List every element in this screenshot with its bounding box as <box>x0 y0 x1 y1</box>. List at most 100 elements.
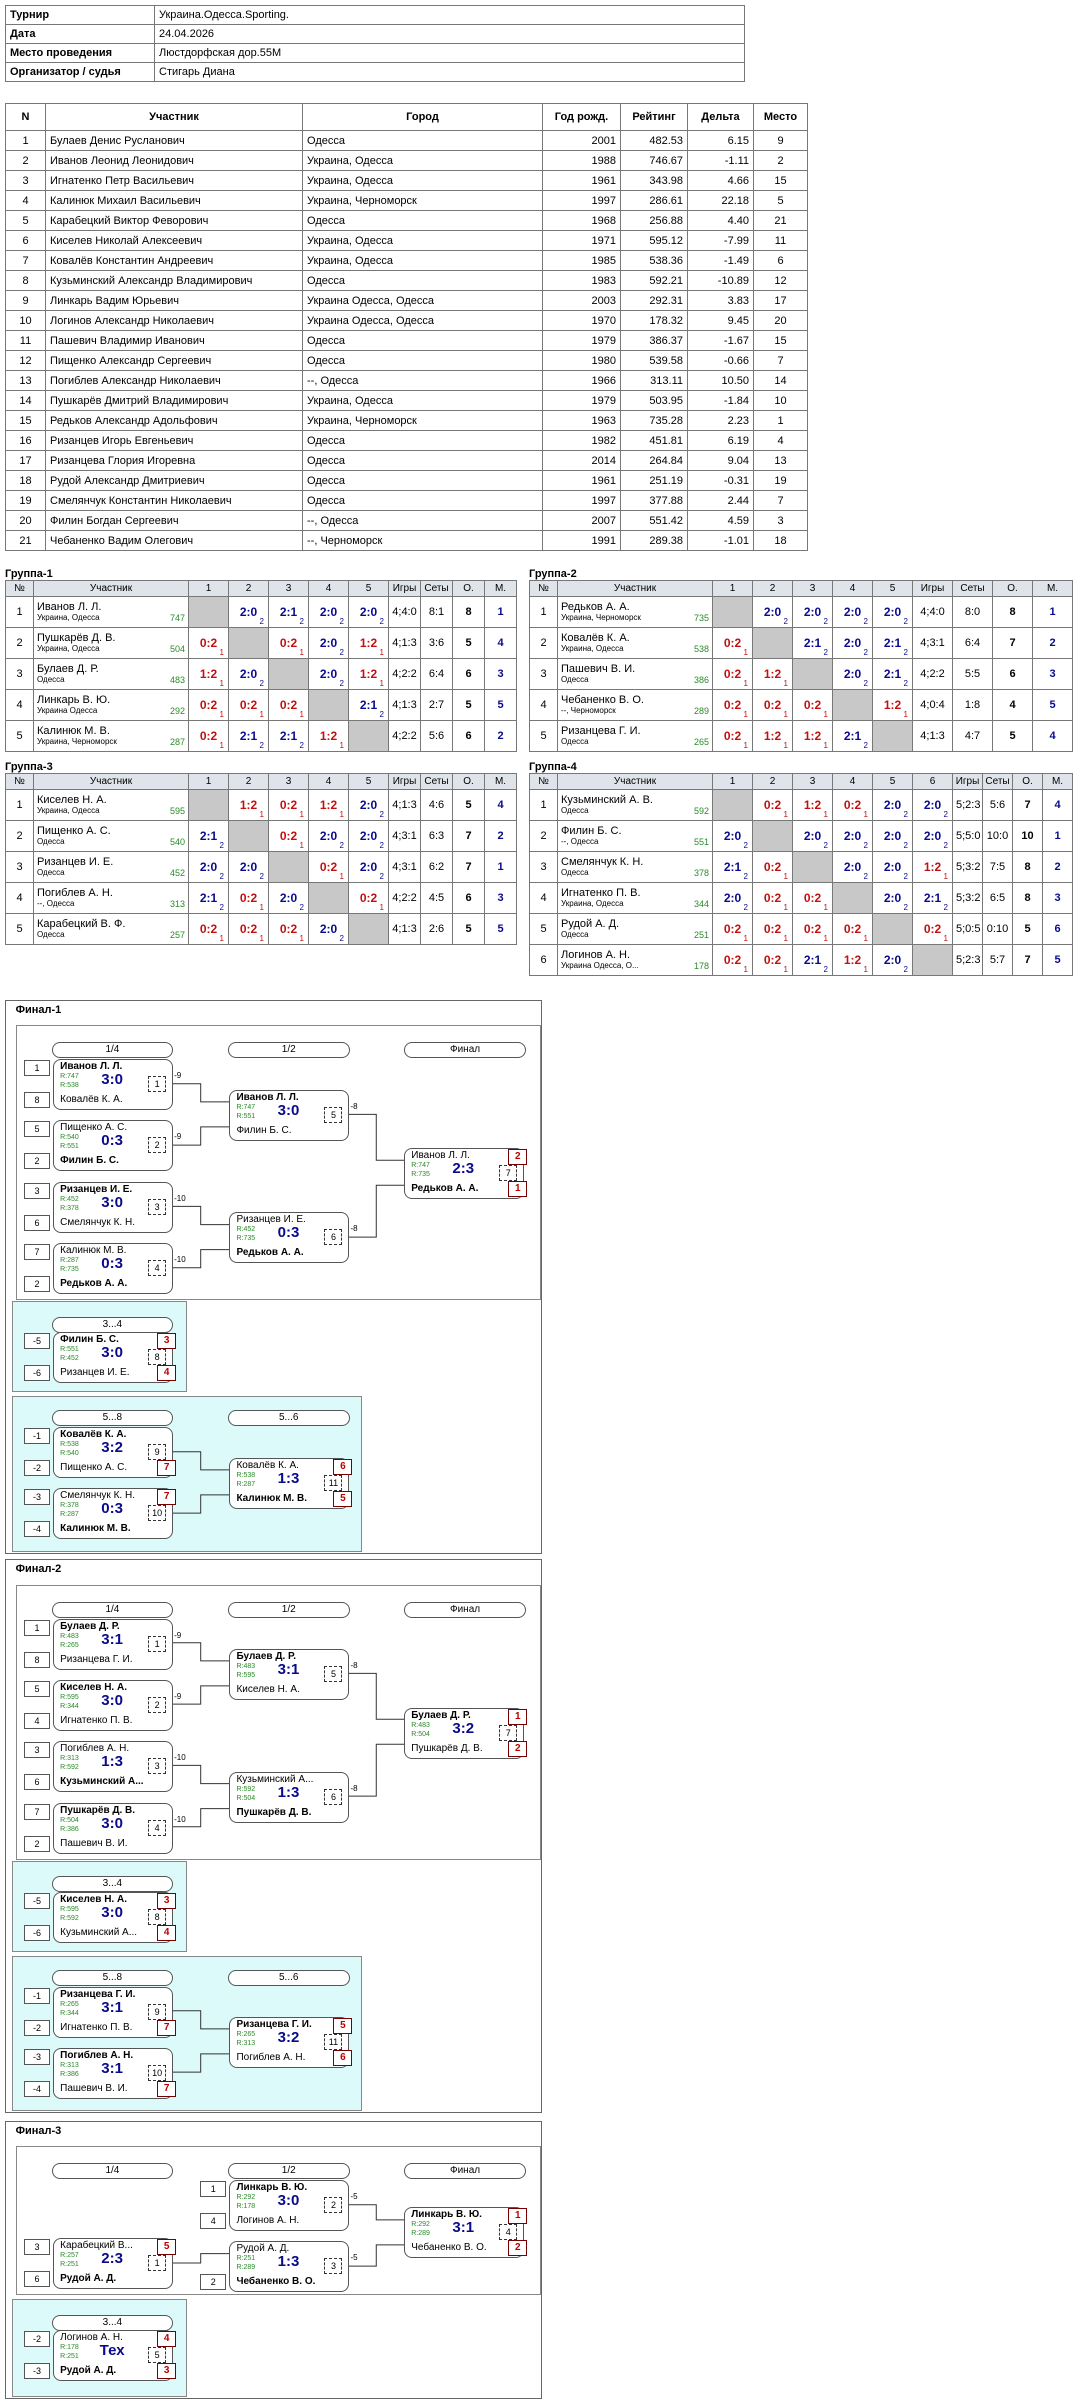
row-number: 1 <box>529 596 558 628</box>
cell: 178.32 <box>620 310 688 331</box>
match-score: 3:2 <box>101 1438 123 1456</box>
match-points: 1 <box>339 741 344 750</box>
match-points: 1 <box>943 934 948 943</box>
player-sub: Одесса 251 <box>561 930 709 940</box>
player-name: Пушкарёв Д. В. <box>411 1742 483 1754</box>
loser-destination: -5 <box>350 2191 358 2201</box>
group-title: Группа-4 <box>529 761 577 773</box>
match: Линкарь В. Ю. R:292 R:289 Чебаненко В. О. 3:… <box>404 2207 525 2259</box>
games: 4;1:3 <box>388 789 421 821</box>
sets: 1:8 <box>952 689 993 721</box>
cell: 1966 <box>542 370 621 391</box>
cell: 14 <box>5 390 46 411</box>
match-score: 0:2 <box>279 798 298 812</box>
cell: -10.89 <box>687 270 754 291</box>
score-cell: 0:2 1 <box>752 789 793 821</box>
match-points: 1 <box>379 648 384 657</box>
match-score: 2:0 <box>763 605 782 619</box>
loser-destination: -10 <box>174 1753 186 1763</box>
match-score: 1:2 <box>319 798 338 812</box>
match-points: 1 <box>259 934 264 943</box>
match: Погиблев А. Н. R:313 R:386 Пашевич В. И. 3:1… <box>53 2047 174 2099</box>
seed: 2 <box>200 2274 227 2291</box>
match-points: 2 <box>903 841 908 850</box>
player-rating: 504 <box>169 644 185 654</box>
seed: -3 <box>23 2048 50 2065</box>
score-cell: 0:2 1 <box>712 689 753 721</box>
column-header: 1 <box>188 580 229 597</box>
match-score: 2:0 <box>239 605 258 619</box>
match-score: 2:0 <box>199 860 218 874</box>
row-number: 5 <box>5 720 34 752</box>
cell: 15 <box>753 170 808 191</box>
player-name: Калинюк М. В. <box>60 1523 131 1535</box>
cell: 2003 <box>542 290 621 311</box>
cell: --, Одесса <box>302 510 543 531</box>
points: 5 <box>452 627 485 659</box>
match-number: 1 <box>148 1635 167 1652</box>
match-points: 2 <box>379 617 384 626</box>
connector <box>171 1765 230 1785</box>
match: Иванов Л. Л. R:747 R:538 Ковалёв К. А. 3:0 1 <box>53 1058 174 1110</box>
match-score: 0:2 <box>239 891 258 905</box>
score-cell: 2:0 2 <box>752 596 793 628</box>
cell: Одесса <box>302 330 543 351</box>
match: Ризанцева Г. И. R:265 R:344 Игнатенко П. В.… <box>53 1986 174 2038</box>
match-score: 1:2 <box>923 860 942 874</box>
score-cell: 0:2 1 <box>712 944 753 976</box>
match-points: 2 <box>903 810 908 819</box>
empty-cell <box>752 627 793 659</box>
player-rating: 386 <box>693 675 709 685</box>
group-row: 5 Карабецкий В. Ф. Одесса 257 0:2 1 0:2 1 0:2 1 2:… <box>5 913 517 945</box>
match-points: 1 <box>299 934 304 943</box>
cell: Линкарь Вадим Юрьевич <box>45 290 303 311</box>
match-number: 2 <box>324 2196 343 2213</box>
player-cell: Кузьминский А. В. Одесса 592 <box>557 789 713 821</box>
score-cell: 2:0 2 <box>228 851 269 883</box>
score-cell: 0:2 1 <box>188 627 229 659</box>
seed: -2 <box>23 1459 50 1476</box>
player-rating: R:504 <box>411 1730 430 1738</box>
points: 7 <box>452 820 485 852</box>
place: 4 <box>157 1364 177 1381</box>
column-header: Сеты <box>420 773 453 790</box>
player-name: Чебаненко В. О. <box>411 2242 487 2254</box>
seed: 7 <box>23 1803 50 1820</box>
cell: 2.23 <box>687 410 754 431</box>
cell: 4.40 <box>687 210 754 231</box>
participant-row: 1 Булаев Денис Русланович Одесса 2001 482.53… <box>5 130 808 151</box>
empty-cell <box>752 820 793 852</box>
player-cell: Погиблев А. Н. --, Одесса 313 <box>33 882 189 914</box>
player-rating: 257 <box>169 930 185 940</box>
cell: 7 <box>753 350 808 371</box>
player-name: Рудой А. Д. <box>60 2273 117 2285</box>
column-header: 4 <box>832 580 873 597</box>
player-rating: R:287 <box>236 1480 256 1488</box>
score-cell: 2:0 2 <box>872 882 913 914</box>
player-cell: Киселев Н. А. Украина, Одесса 595 <box>33 789 189 821</box>
match-score: 2:0 <box>803 829 822 843</box>
group-row: 1 Кузьминский А. В. Одесса 592 0:2 1 1:2 1 0:2 1 2… <box>529 789 1073 821</box>
player-name: Ризанцева Г. И. <box>60 1988 136 2000</box>
games: 4;0:4 <box>912 689 953 721</box>
row-number: 4 <box>529 882 558 914</box>
player-rating: R:251 <box>236 2255 256 2263</box>
cell: Калинюк Михаил Васильевич <box>45 190 303 211</box>
connector <box>171 1642 230 1662</box>
cell: 451.81 <box>620 430 688 451</box>
empty-cell <box>268 851 309 883</box>
info-value: Люстдорфская дор.55М <box>154 43 745 63</box>
player-city: --, Одесса <box>37 899 75 908</box>
match-score: 2:1 <box>803 953 822 967</box>
match-score: 0:2 <box>723 636 742 650</box>
player-rating: R:386 <box>60 1825 79 1833</box>
match-points: 1 <box>863 934 868 943</box>
row-number: 1 <box>5 789 34 821</box>
cell: 10 <box>5 310 46 331</box>
player-name: Ковалёв К. А. <box>60 1093 123 1105</box>
player-name: Филин Б. С. <box>60 1333 119 1345</box>
player-rating: R:540 <box>60 1134 79 1142</box>
games: 5;0:5 <box>952 913 983 945</box>
player-rating: R:313 <box>60 1755 79 1763</box>
match-score: 2:0 <box>883 860 902 874</box>
